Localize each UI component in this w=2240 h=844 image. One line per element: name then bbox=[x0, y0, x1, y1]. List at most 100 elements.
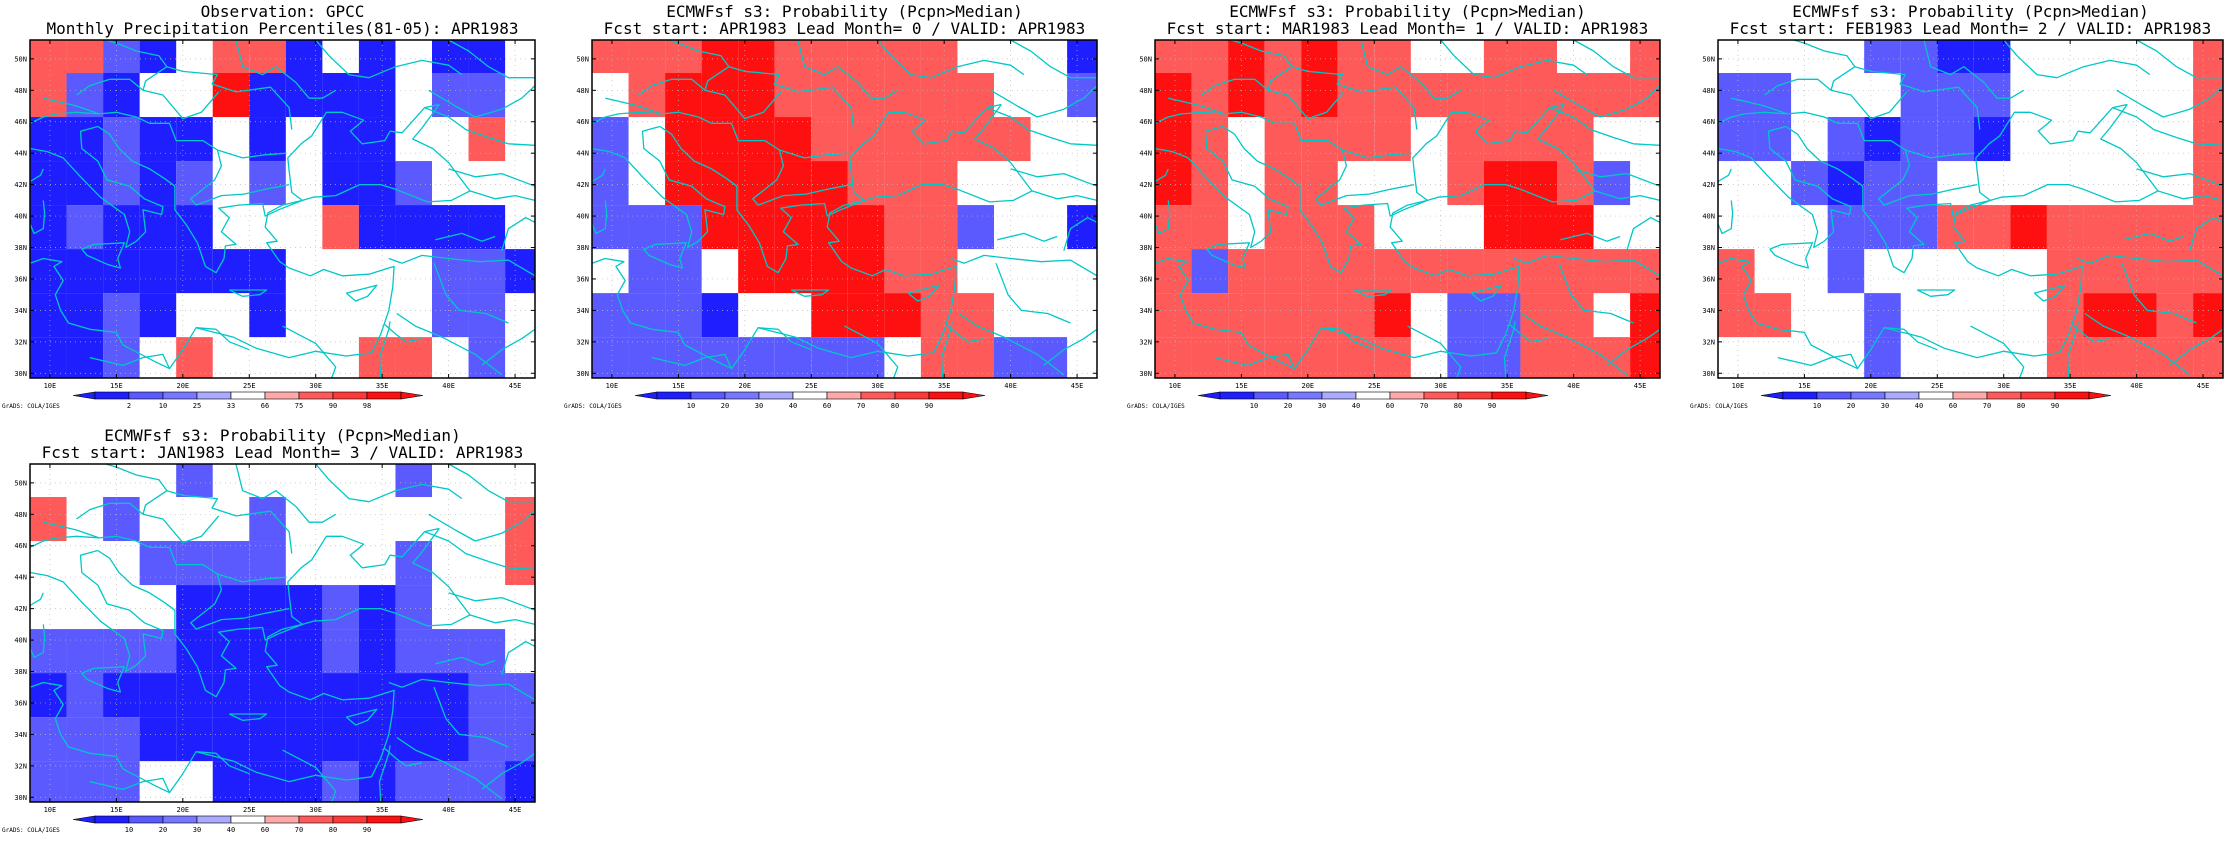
grid-cell bbox=[212, 673, 250, 718]
grid-cell bbox=[665, 117, 702, 162]
grid-cell bbox=[176, 541, 213, 586]
coastline bbox=[29, 592, 44, 607]
coastline bbox=[591, 125, 726, 249]
grid-cell bbox=[1864, 117, 1901, 162]
coastline bbox=[950, 254, 1098, 277]
grid-cell bbox=[1155, 40, 1192, 74]
coastlines bbox=[1717, 39, 2224, 379]
grid-cell bbox=[285, 585, 323, 630]
lat-tick-label: 44N bbox=[576, 150, 589, 158]
grid-cell bbox=[957, 205, 995, 250]
grid-cell bbox=[2193, 161, 2223, 206]
colorbar-segment bbox=[2054, 391, 2090, 400]
colorbar-segment bbox=[332, 391, 368, 400]
colorbar-segment bbox=[1850, 391, 1886, 400]
map-frame bbox=[591, 39, 1098, 379]
coastline bbox=[1970, 325, 2025, 379]
lat-tick-label: 40N bbox=[576, 213, 589, 221]
coastline bbox=[1407, 325, 1462, 379]
coastline bbox=[435, 232, 496, 242]
grid-cell bbox=[103, 249, 140, 294]
grid-cell bbox=[1155, 117, 1192, 162]
grid-cell bbox=[249, 761, 286, 802]
lat-tick-label: 44N bbox=[14, 150, 27, 158]
coastline bbox=[89, 353, 171, 369]
map-frame bbox=[29, 39, 536, 379]
coastline bbox=[282, 749, 337, 803]
coastline bbox=[76, 490, 293, 554]
coastline bbox=[1923, 39, 1985, 83]
coastline bbox=[844, 325, 899, 379]
grid-cell bbox=[468, 293, 506, 338]
precip-grid bbox=[1718, 40, 2223, 378]
lat-tick-label: 50N bbox=[1139, 55, 1152, 63]
lon-tick-label: 35E bbox=[938, 382, 951, 390]
coastline bbox=[29, 125, 164, 249]
lon-tick-label: 10E bbox=[1732, 382, 1745, 390]
grid-cell bbox=[468, 629, 506, 674]
coastline bbox=[1549, 106, 1661, 146]
grid-cell bbox=[1301, 337, 1338, 378]
grid-cell bbox=[212, 40, 250, 74]
coastline bbox=[433, 686, 509, 748]
coastline bbox=[1063, 216, 1098, 251]
lon-tick-label: 35E bbox=[376, 382, 389, 390]
precip-grid bbox=[592, 40, 1097, 378]
grid-cell bbox=[103, 161, 140, 206]
coastline bbox=[1717, 168, 1732, 183]
grid-cell bbox=[285, 673, 323, 718]
colorbar: 10 20 30 40 60 70 80 90 bbox=[1197, 391, 1549, 410]
map-panel: ECMWFsf s3: Probability (Pcpn>Median)Fcs… bbox=[564, 2, 1098, 410]
grid-cell bbox=[176, 249, 213, 294]
coastline bbox=[97, 103, 440, 274]
grid-cell bbox=[103, 337, 140, 378]
grid-cell bbox=[1520, 73, 1558, 118]
grid-cell bbox=[1191, 249, 1229, 294]
coastline bbox=[1154, 111, 1225, 124]
grid-cell bbox=[468, 117, 506, 162]
colorbar-segment bbox=[1952, 391, 1988, 400]
colorbar-segment bbox=[1287, 391, 1323, 400]
grid-cell bbox=[811, 293, 848, 338]
coastline bbox=[1230, 39, 1293, 68]
coastlines bbox=[29, 463, 536, 803]
grads-credit: GrADS: COLA/IGES bbox=[1690, 403, 1748, 410]
coastline bbox=[591, 168, 606, 183]
colorbar-arrow-low bbox=[1760, 391, 1784, 400]
coastline bbox=[1206, 242, 1251, 269]
colorbar-label: 40 bbox=[1915, 402, 1923, 410]
colorbar-segment bbox=[298, 815, 334, 824]
grid-cell bbox=[628, 205, 666, 250]
grid-cell bbox=[249, 717, 286, 762]
colorbar-segment bbox=[1253, 391, 1289, 400]
coastline bbox=[229, 713, 268, 721]
coastline bbox=[424, 530, 536, 570]
grid-cell bbox=[2193, 249, 2223, 294]
coastline bbox=[659, 103, 1002, 274]
grid-cell bbox=[66, 337, 104, 378]
coastline bbox=[29, 528, 471, 794]
coastline bbox=[1785, 103, 2128, 274]
lat-tick-label: 48N bbox=[14, 87, 27, 95]
grid-cell bbox=[2156, 293, 2194, 338]
lat-tick-label: 42N bbox=[14, 605, 27, 613]
colorbar-label: 90 bbox=[363, 826, 371, 834]
grid-cell bbox=[774, 73, 812, 118]
grid-cell bbox=[30, 673, 67, 718]
lon-tick-label: 15E bbox=[672, 382, 685, 390]
panel-title-line1: Observation: GPCC bbox=[201, 2, 365, 21]
grid-cell bbox=[2010, 205, 2047, 250]
grid-cell bbox=[30, 337, 67, 378]
coastline bbox=[1470, 284, 1503, 302]
grid-cell bbox=[66, 73, 104, 118]
lon-tick-label: 30E bbox=[1997, 382, 2010, 390]
grid-cell bbox=[1754, 117, 1792, 162]
coastline bbox=[1043, 328, 1098, 366]
grid-cell bbox=[1337, 205, 1375, 250]
lat-tick-label: 42N bbox=[576, 181, 589, 189]
grid-cell bbox=[395, 205, 433, 250]
colorbar-segment bbox=[724, 391, 760, 400]
grid-cell bbox=[285, 629, 323, 674]
grid-cell bbox=[811, 40, 848, 74]
